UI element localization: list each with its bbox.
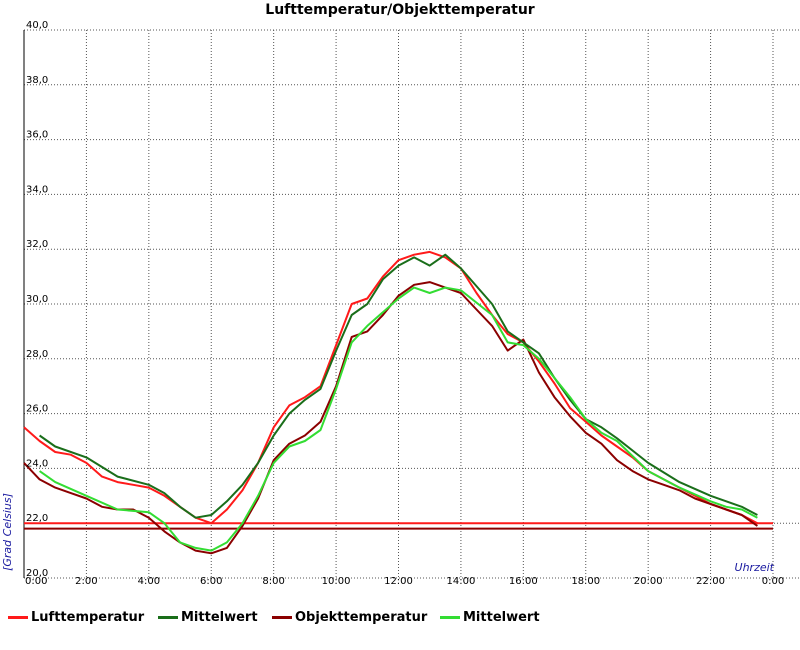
x-tick-label: 22:00 (696, 576, 725, 587)
legend-item-mittelwert-2: Mittelwert (440, 606, 540, 628)
legend-swatch (440, 615, 460, 619)
legend: Lufttemperatur Mittelwert Objekttemperat… (0, 606, 800, 628)
grid (23, 29, 800, 579)
legend-swatch (158, 615, 178, 619)
x-tick-label: 4:00 (138, 576, 160, 587)
y-tick-label: 28,0 (26, 349, 48, 360)
x-tick-label: 10:00 (322, 576, 351, 587)
x-tick-label: 14:00 (447, 576, 476, 587)
legend-label: Lufttemperatur (31, 609, 145, 625)
series-line-0 (23, 250, 758, 525)
x-tick-label: 0:00 (762, 576, 784, 587)
legend-swatch (8, 615, 28, 619)
y-tick-label: 40,0 (26, 20, 48, 31)
series-line-1 (39, 253, 758, 519)
legend-label: Mittelwert (181, 609, 258, 625)
x-tick-label: 16:00 (509, 576, 538, 587)
legend-item-objekttemperatur: Objekttemperatur (272, 606, 427, 628)
y-tick-label: 26,0 (26, 404, 48, 415)
y-axis-label: [Grad Celsius] (1, 493, 14, 571)
series-group (23, 250, 758, 555)
legend-item-lufttemperatur: Lufttemperatur (8, 606, 144, 628)
series-line-2 (23, 281, 758, 555)
y-tick-label: 22,0 (26, 513, 48, 524)
y-tick-label: 20,0 (26, 568, 48, 579)
x-tick-label: 0:00 (25, 576, 47, 587)
legend-label: Objekttemperatur (295, 609, 428, 625)
legend-item-mittelwert-1: Mittelwert (158, 606, 258, 628)
reference-lines (24, 522, 773, 530)
y-tick-label: 38,0 (26, 75, 48, 86)
chart-title: Lufttemperatur/Objekttemperatur (265, 2, 535, 18)
x-axis-label: Uhrzeit (735, 561, 775, 574)
y-tick-label: 36,0 (26, 130, 48, 141)
x-tick-label: 12:00 (384, 576, 413, 587)
x-tick-label: 8:00 (262, 576, 284, 587)
y-tick-label: 34,0 (26, 184, 48, 195)
x-tick-labels: 0:00 2:00 4:00 6:00 8:00 10:00 12:00 14:00 16:00… (25, 576, 784, 587)
y-tick-label: 32,0 (26, 239, 48, 250)
y-tick-label: 24,0 (26, 458, 48, 469)
x-tick-label: 18:00 (571, 576, 600, 587)
x-tick-label: 6:00 (200, 576, 222, 587)
x-tick-label: 2:00 (75, 576, 97, 587)
legend-swatch (272, 615, 292, 619)
series-line-3 (39, 286, 758, 552)
y-tick-label: 30,0 (26, 294, 48, 305)
x-tick-label: 20:00 (634, 576, 663, 587)
legend-label: Mittelwert (463, 609, 540, 625)
y-tick-labels: 20,0 22,0 24,0 26,0 28,0 30,0 32,0 34,0 36,0 38,0… (26, 20, 48, 579)
